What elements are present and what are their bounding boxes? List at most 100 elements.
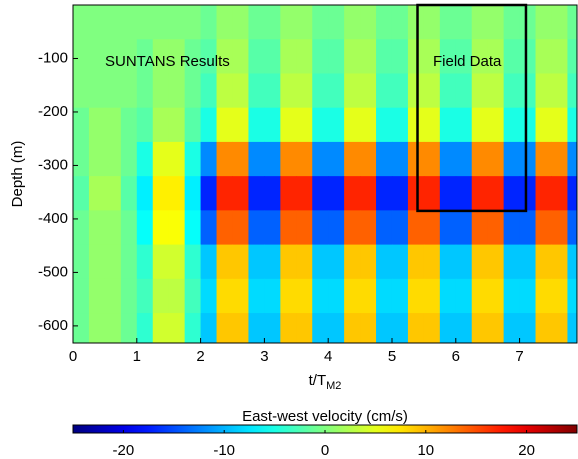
heat-cell: [376, 5, 393, 40]
heat-cell: [248, 73, 265, 109]
heat-cell: [328, 141, 345, 177]
heat-cell: [344, 176, 361, 211]
heat-cell: [535, 278, 552, 314]
heat-cell: [152, 5, 170, 40]
heat-cell: [184, 107, 202, 143]
heat-cell: [312, 176, 329, 211]
heat-cell: [136, 73, 154, 109]
heat-cell: [120, 5, 138, 40]
heat-cell: [551, 210, 568, 246]
heat-cell: [104, 73, 122, 109]
heat-cell: [200, 244, 218, 280]
heat-cell: [391, 39, 409, 74]
heat-cell: [344, 73, 361, 109]
heat-cell: [216, 141, 233, 177]
heat-cell: [439, 244, 457, 280]
y-tick-label: -500: [38, 263, 68, 280]
colorbar-tick-label: -20: [113, 442, 135, 459]
heat-cell: [328, 5, 345, 40]
heat-cell: [423, 39, 441, 74]
heat-cell: [296, 107, 313, 143]
heat-cell: [216, 73, 233, 109]
heat-cell: [535, 73, 552, 109]
heat-cell: [88, 244, 106, 280]
heat-cell: [104, 39, 122, 74]
heat-cell: [551, 313, 568, 343]
heat-cell: [487, 313, 505, 343]
heat-cell: [423, 176, 441, 211]
heat-cell: [328, 244, 345, 280]
plot-frame: [72, 4, 578, 344]
heat-cell: [73, 176, 90, 211]
heat-cell: [407, 313, 425, 343]
heat-cell: [104, 244, 122, 280]
heat-cell: [168, 210, 186, 246]
heat-cell: [376, 176, 393, 211]
heat-cell: [407, 141, 425, 177]
heat-cell: [407, 278, 425, 314]
x-tick-label: 5: [388, 348, 396, 365]
heat-cell: [312, 5, 329, 40]
heat-cell: [88, 107, 106, 143]
heat-cell: [519, 107, 537, 143]
heat-cell: [519, 210, 537, 246]
heat-cell: [391, 210, 409, 246]
heat-cell: [567, 278, 577, 314]
heat-cell: [296, 210, 313, 246]
heat-cell: [439, 39, 457, 74]
heat-cell: [168, 244, 186, 280]
heat-cell: [184, 210, 202, 246]
heat-cell: [328, 313, 345, 343]
heat-cell: [200, 313, 218, 343]
heat-cell: [168, 141, 186, 177]
heat-cell: [88, 278, 106, 314]
heat-cell: [88, 210, 106, 246]
heat-cell: [344, 5, 361, 40]
heat-cell: [360, 278, 377, 314]
heat-cell: [200, 73, 218, 109]
heat-cell: [280, 39, 297, 74]
heat-cell: [360, 313, 377, 343]
heat-cell: [120, 210, 138, 246]
heat-cell: [280, 5, 297, 40]
heat-cell: [407, 107, 425, 143]
x-tick-label: 3: [260, 348, 268, 365]
heat-cell: [567, 107, 577, 143]
heat-cell: [551, 244, 568, 280]
heat-cell: [248, 313, 265, 343]
heat-cell: [264, 73, 281, 109]
heat-cell: [567, 210, 577, 246]
heat-cell: [280, 141, 297, 177]
heat-cell: [376, 210, 393, 246]
heat-cell: [535, 244, 552, 280]
heat-cell: [152, 107, 170, 143]
heat-cell: [88, 176, 106, 211]
heat-cell: [519, 39, 537, 74]
heat-cell: [296, 5, 313, 40]
heat-cell: [471, 244, 489, 280]
heat-cell: [328, 73, 345, 109]
heat-cell: [503, 141, 521, 177]
heat-cell: [439, 210, 457, 246]
heat-cell: [551, 5, 568, 40]
heat-cell: [216, 107, 233, 143]
heat-cell: [487, 176, 505, 211]
heat-cell: [73, 278, 90, 314]
heat-cell: [136, 210, 154, 246]
heat-cell: [200, 141, 218, 177]
heatmap-cells: [73, 5, 577, 343]
heat-cell: [455, 39, 473, 74]
heat-cell: [216, 244, 233, 280]
heat-cell: [423, 313, 441, 343]
heat-cell: [264, 5, 281, 40]
heat-cell: [471, 313, 489, 343]
heat-cell: [264, 278, 281, 314]
heat-cell: [344, 313, 361, 343]
heat-cell: [344, 107, 361, 143]
heat-cell: [423, 244, 441, 280]
heat-cell: [487, 73, 505, 109]
heat-cell: [120, 278, 138, 314]
heat-cell: [136, 39, 154, 74]
heat-cell: [312, 73, 329, 109]
